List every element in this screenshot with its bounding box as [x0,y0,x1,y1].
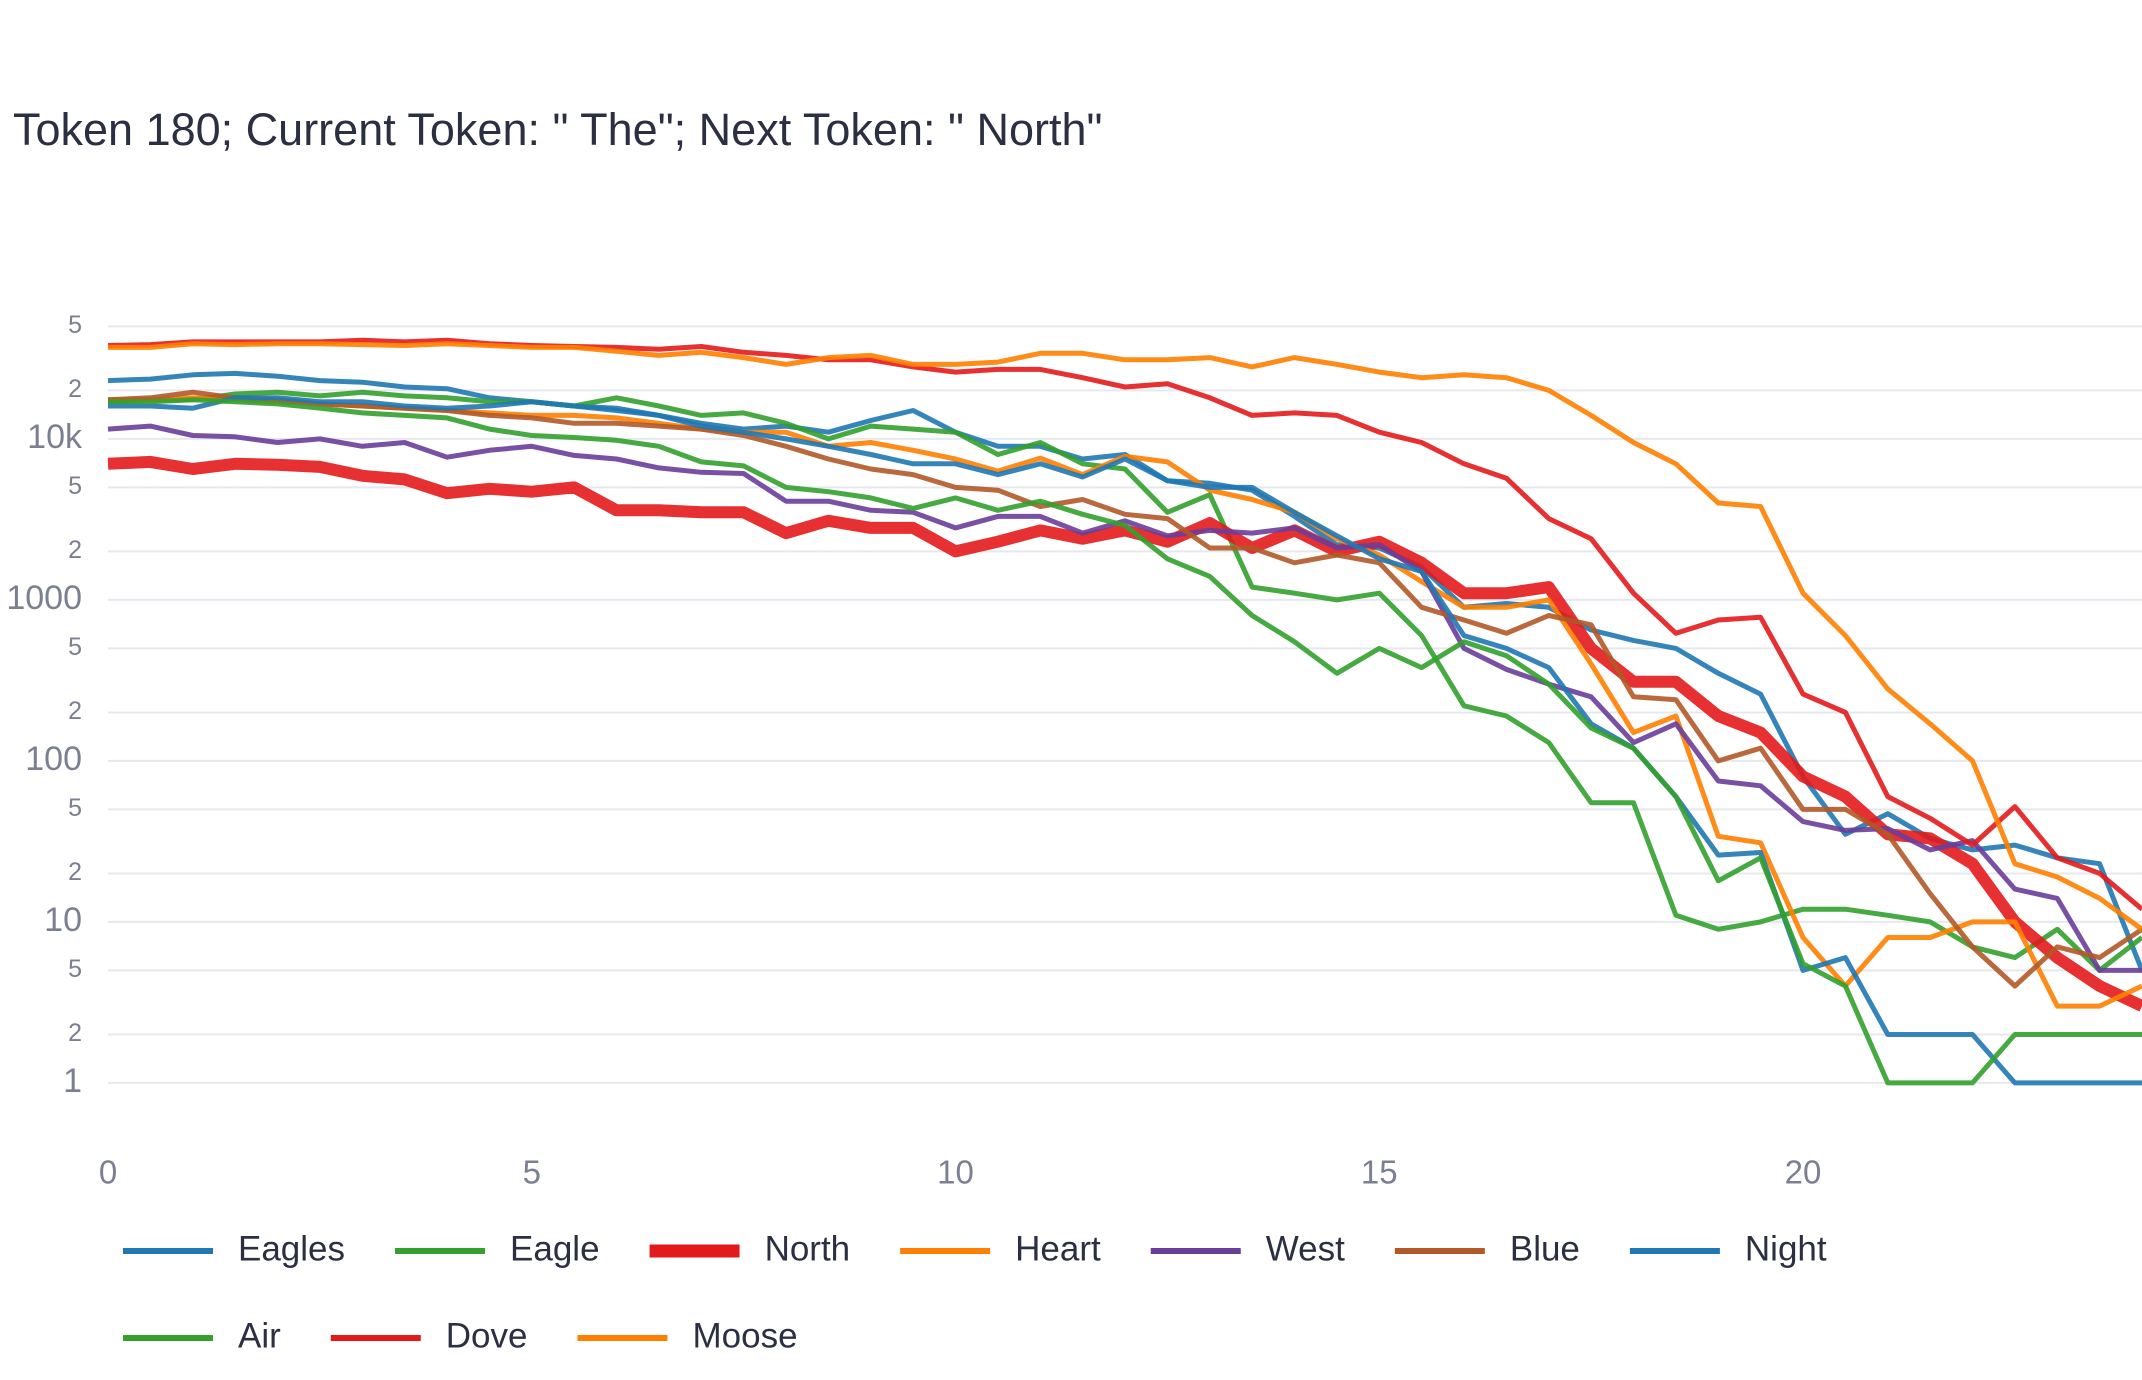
y-tick-label: 2 [68,536,82,564]
legend-item: Moose [577,1316,798,1355]
legend-label: North [765,1229,851,1268]
y-tick-label: 2 [68,375,82,403]
series-line [108,395,2142,1086]
x-tick-label: 15 [1361,1154,1398,1191]
y-tick-label: 2 [68,1019,82,1047]
series-line [107,370,2142,972]
legend-label: Heart [1015,1229,1101,1268]
legend-label: Moose [693,1316,798,1355]
y-tick-label: 5 [68,955,82,983]
series-line [107,423,2142,973]
y-tick-label: 1000 [6,579,82,617]
series-line [108,397,2142,1086]
y-tick-label: 10 [44,901,82,939]
legend-label: Eagle [510,1229,600,1268]
legend-label: Dove [446,1316,528,1355]
legend-item: Heart [900,1229,1101,1268]
legend-item: Air [123,1316,281,1355]
y-tick-label: 5 [68,794,82,822]
x-tick-label: 10 [937,1154,974,1191]
legend-item: Night [1629,1229,1827,1268]
legend-label: West [1266,1229,1345,1268]
legend-item: Eagle [395,1229,600,1268]
legend-label: Night [1745,1229,1827,1268]
y-tick-label: 100 [25,740,82,778]
legend-item: Dove [330,1316,528,1355]
series-line [107,389,2142,973]
y-tick-label: 10k [27,418,83,456]
y-tick-label: 2 [68,697,82,725]
chart-title: Token 180; Current Token: " The"; Next T… [13,104,1102,155]
y-tick-label: 5 [68,311,82,339]
x-tick-label: 0 [99,1154,117,1191]
legend-item: North [649,1229,851,1268]
y-tick-label: 5 [68,472,82,500]
x-tick-label: 20 [1785,1154,1822,1191]
legend-item: West [1150,1229,1345,1268]
legend-label: Blue [1510,1229,1580,1268]
legend-item: Blue [1394,1229,1580,1268]
y-tick-label: 1 [63,1062,82,1100]
series-line [107,337,2142,912]
y-tick-label: 2 [68,858,82,886]
legend-label: Air [238,1316,281,1355]
series-line [108,395,2142,1009]
series-line [108,341,2142,932]
series-line [107,455,2142,1012]
legend-label: Eagles [238,1229,345,1268]
legend-item: Eagles [123,1229,345,1268]
y-tick-label: 5 [68,633,82,661]
x-tick-label: 5 [523,1154,541,1191]
